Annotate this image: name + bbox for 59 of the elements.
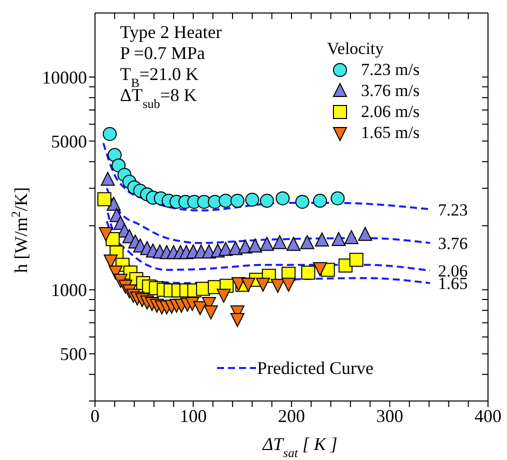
point bbox=[272, 235, 287, 250]
x-tick-label: 400 bbox=[474, 406, 502, 426]
point bbox=[218, 242, 233, 256]
point bbox=[314, 232, 329, 246]
x-axis-title: ΔT$_{sat}$ [ K ] bbox=[262, 434, 338, 460]
y-tick-label: 1000 bbox=[51, 280, 87, 300]
point bbox=[216, 288, 231, 303]
point bbox=[112, 158, 126, 172]
annotation: Predicted Curve bbox=[257, 358, 374, 378]
point bbox=[97, 192, 112, 206]
legend-label: 1.65 m/s bbox=[361, 122, 420, 143]
point bbox=[358, 226, 372, 241]
legend-label: 3.76 m/s bbox=[361, 80, 420, 101]
point bbox=[349, 252, 364, 267]
point bbox=[245, 192, 260, 207]
annotation: P =0.7 MPa bbox=[120, 43, 206, 63]
point bbox=[312, 194, 327, 208]
point bbox=[204, 305, 218, 320]
point bbox=[193, 301, 208, 316]
point bbox=[108, 148, 122, 162]
point bbox=[295, 194, 310, 209]
y-tick-label: 5000 bbox=[51, 131, 87, 152]
legend-label: 2.06 m/s bbox=[361, 101, 420, 122]
point bbox=[230, 312, 244, 327]
point bbox=[300, 235, 314, 250]
point bbox=[260, 194, 274, 208]
point bbox=[98, 227, 113, 242]
point bbox=[241, 278, 256, 292]
point bbox=[260, 236, 274, 251]
point bbox=[100, 172, 115, 186]
x-tick-label: 300 bbox=[376, 406, 404, 426]
point bbox=[312, 262, 327, 276]
point bbox=[256, 278, 270, 292]
point bbox=[282, 278, 296, 292]
point bbox=[230, 194, 244, 208]
annotation: 3.76 bbox=[438, 234, 468, 253]
annotation: T$_{B}$=21.0 K bbox=[120, 64, 199, 90]
legend-label: 7.23 m/s bbox=[361, 59, 420, 80]
point bbox=[270, 278, 285, 293]
point bbox=[238, 240, 252, 254]
point bbox=[276, 191, 290, 206]
point bbox=[231, 277, 246, 292]
point bbox=[301, 266, 316, 280]
point bbox=[228, 241, 242, 256]
point bbox=[248, 238, 262, 253]
y-tick-label: 10000 bbox=[42, 67, 87, 88]
point bbox=[332, 232, 346, 246]
annotation: 7.23 bbox=[438, 200, 468, 220]
point bbox=[102, 126, 117, 141]
annotation: Type 2 Heater bbox=[120, 22, 222, 42]
point bbox=[330, 191, 345, 206]
point bbox=[344, 230, 358, 244]
legend-title: Velocity bbox=[327, 38, 385, 59]
point bbox=[286, 236, 300, 251]
y-tick-label: 500 bbox=[60, 344, 87, 364]
x-tick-label: 0 bbox=[90, 406, 100, 426]
point bbox=[218, 194, 233, 208]
x-tick-label: 100 bbox=[180, 406, 207, 426]
x-tick-label: 200 bbox=[278, 406, 305, 426]
